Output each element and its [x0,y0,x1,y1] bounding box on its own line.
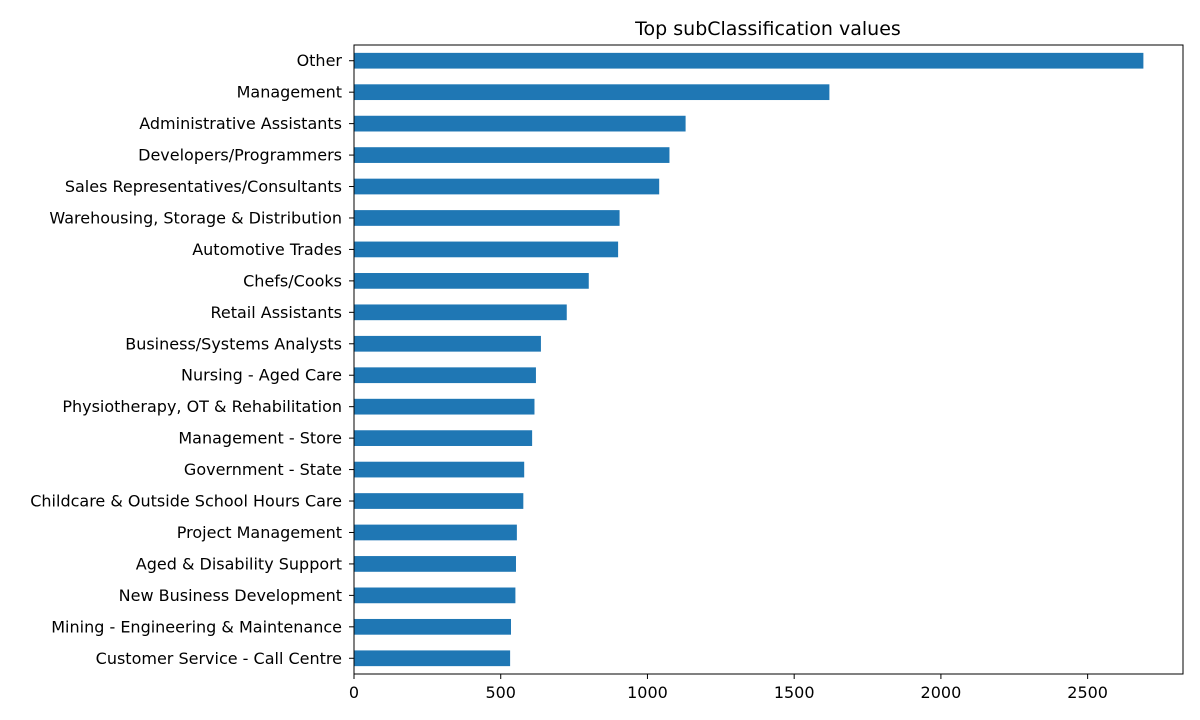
bar [354,461,525,478]
bar [354,335,541,352]
y-tick-label: Physiotherapy, OT & Rehabilitation [62,397,342,416]
bars-layer [354,52,1144,667]
bar [354,618,511,635]
bar [354,493,524,509]
bar [354,241,619,258]
y-tick-label: Customer Service - Call Centre [96,649,342,668]
bar [354,304,567,321]
bar [354,210,620,226]
x-tick-label: 2000 [921,683,962,702]
plot-frame [353,44,1184,675]
x-tick-label: 1500 [774,683,815,702]
x-axis-ticks: 0 500 1000 1500 2000 2500 [349,674,1108,702]
bar [354,430,533,446]
x-tick-label: 2500 [1067,683,1108,702]
x-tick-label: 1000 [627,683,668,702]
bar [354,84,830,101]
y-tick-label: Childcare & Outside School Hours Care [30,492,342,511]
y-tick-label: Aged & Disability Support [136,554,342,573]
bar [354,398,535,415]
bar [354,52,1144,69]
bar [354,650,511,667]
y-tick-label: Retail Assistants [210,303,342,322]
y-tick-label: Developers/Programmers [138,146,342,165]
bar [354,273,589,289]
y-tick-label: Management - Store [178,429,342,448]
y-tick-label: Sales Representatives/Consultants [65,177,342,196]
bar [354,178,660,195]
y-tick-label: Chefs/Cooks [243,271,342,290]
y-tick-label: Nursing - Aged Care [181,366,342,385]
y-tick-label: Mining - Engineering & Maintenance [51,617,342,636]
bar [354,524,517,541]
bar [354,587,516,604]
y-tick-label: Automotive Trades [192,240,342,259]
y-tick-label: Management [237,83,342,102]
x-tick-label: 0 [349,683,359,702]
y-tick-label: Business/Systems Analysts [125,334,342,353]
y-tick-label: Other [297,51,343,70]
bar [354,147,670,163]
y-tick-label: Warehousing, Storage & Distribution [49,208,342,227]
x-tick-label: 500 [485,683,516,702]
y-axis-ticks: Other Management Administrative Assistants… [30,51,354,668]
y-tick-label: Project Management [177,523,342,542]
bar [354,367,536,384]
y-tick-label: New Business Development [119,586,342,605]
y-tick-label: Government - State [184,460,342,479]
y-tick-label: Administrative Assistants [139,114,342,133]
bar [354,115,686,132]
bar [354,556,516,572]
chart-title: Top subClassification values [634,18,901,40]
